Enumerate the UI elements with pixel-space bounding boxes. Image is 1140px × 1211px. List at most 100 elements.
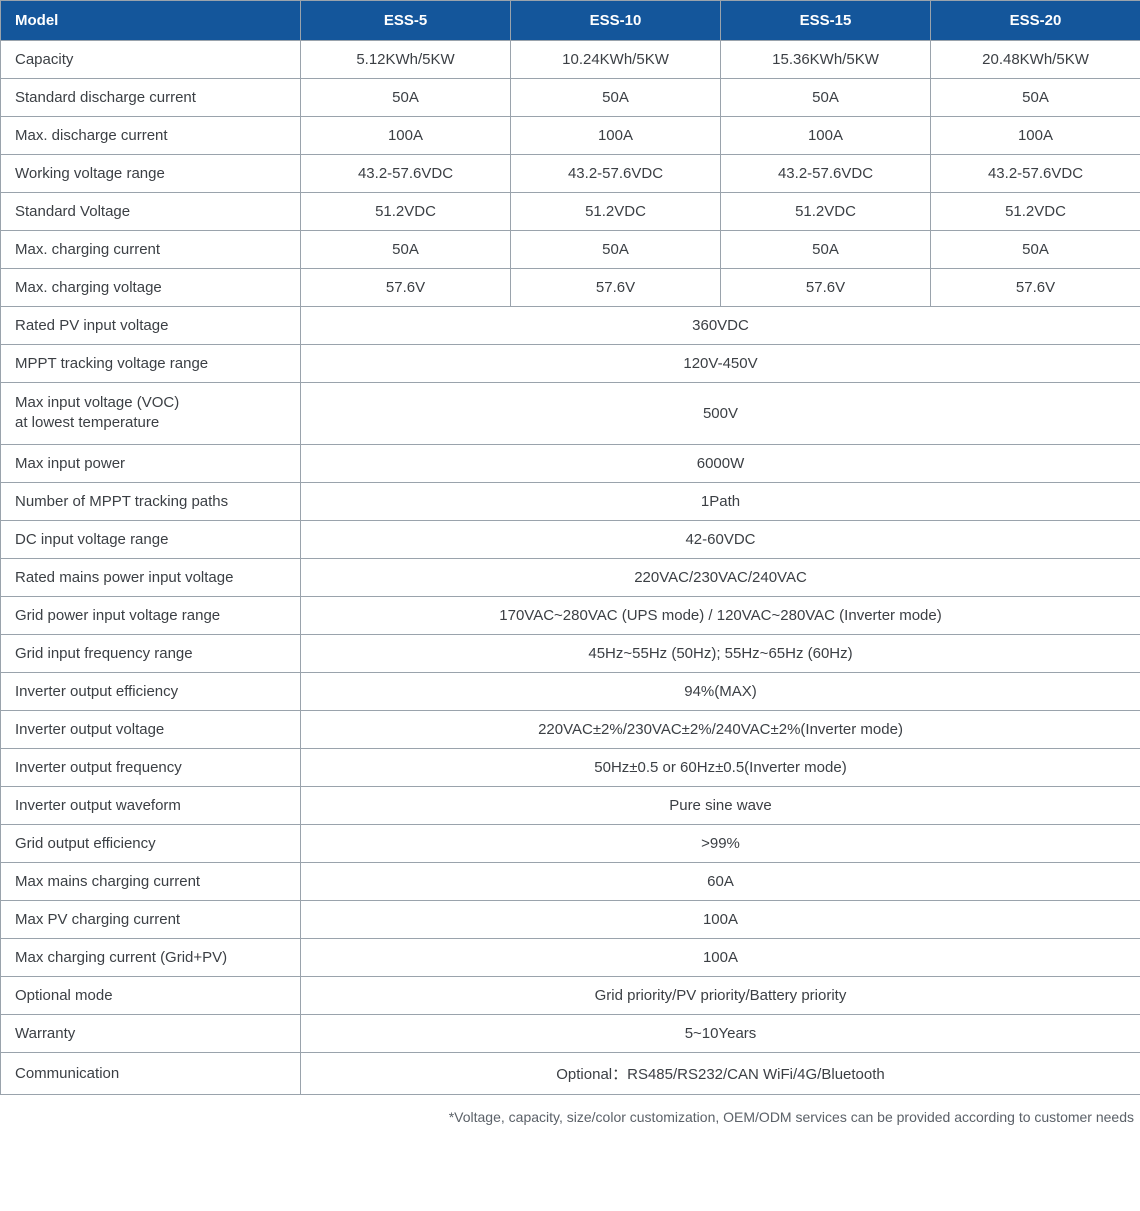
table-row: Optional modeGrid priority/PV priority/B…	[1, 976, 1140, 1014]
row-value-merged: 60A	[301, 862, 1140, 900]
table-row: Working voltage range43.2-57.6VDC43.2-57…	[1, 155, 1140, 193]
row-label: Optional mode	[1, 976, 301, 1014]
table-row: Rated mains power input voltage220VAC/23…	[1, 558, 1140, 596]
table-row: Max. charging current50A50A50A50A	[1, 231, 1140, 269]
row-value: 51.2VDC	[931, 193, 1140, 231]
row-value: 43.2-57.6VDC	[931, 155, 1140, 193]
row-label: MPPT tracking voltage range	[1, 345, 301, 383]
row-value-merged: 100A	[301, 938, 1140, 976]
row-label: Max. charging voltage	[1, 269, 301, 307]
table-row: Max PV charging current100A	[1, 900, 1140, 938]
row-value: 43.2-57.6VDC	[301, 155, 511, 193]
row-label: Max. discharge current	[1, 117, 301, 155]
row-value: 100A	[721, 117, 931, 155]
row-value: 50A	[301, 79, 511, 117]
row-value-merged: 94%(MAX)	[301, 672, 1140, 710]
table-row: Number of MPPT tracking paths1Path	[1, 482, 1140, 520]
table-row: Max. charging voltage57.6V57.6V57.6V57.6…	[1, 269, 1140, 307]
row-value-merged: 42-60VDC	[301, 520, 1140, 558]
row-label: Standard discharge current	[1, 79, 301, 117]
row-value: 57.6V	[301, 269, 511, 307]
footnote: *Voltage, capacity, size/color customiza…	[0, 1095, 1140, 1125]
row-label: Number of MPPT tracking paths	[1, 482, 301, 520]
row-label: Rated PV input voltage	[1, 307, 301, 345]
row-label: Inverter output waveform	[1, 786, 301, 824]
table-row: Grid input frequency range45Hz~55Hz (50H…	[1, 634, 1140, 672]
row-value-merged: 50Hz±0.5 or 60Hz±0.5(Inverter mode)	[301, 748, 1140, 786]
row-value: 50A	[511, 79, 721, 117]
spec-table: Model ESS-5 ESS-10 ESS-15 ESS-20 Capacit…	[0, 0, 1140, 1095]
row-label: Working voltage range	[1, 155, 301, 193]
row-label: Warranty	[1, 1014, 301, 1052]
row-value-merged: 45Hz~55Hz (50Hz); 55Hz~65Hz (60Hz)	[301, 634, 1140, 672]
table-row: Grid output efficiency>99%	[1, 824, 1140, 862]
table-row: Grid power input voltage range170VAC~280…	[1, 596, 1140, 634]
table-row: Standard Voltage51.2VDC51.2VDC51.2VDC51.…	[1, 193, 1140, 231]
table-row: Capacity5.12KWh/5KW10.24KWh/5KW15.36KWh/…	[1, 41, 1140, 79]
row-value: 43.2-57.6VDC	[721, 155, 931, 193]
table-row: CommunicationOptional：RS485/RS232/CAN Wi…	[1, 1052, 1140, 1094]
row-value: 51.2VDC	[511, 193, 721, 231]
row-value: 57.6V	[931, 269, 1140, 307]
row-label: Max charging current (Grid+PV)	[1, 938, 301, 976]
row-value: 50A	[511, 231, 721, 269]
header-model-2: ESS-15	[721, 1, 931, 41]
row-label: Max input power	[1, 444, 301, 482]
row-value: 5.12KWh/5KW	[301, 41, 511, 79]
row-value: 50A	[301, 231, 511, 269]
table-row: Warranty5~10Years	[1, 1014, 1140, 1052]
header-model-0: ESS-5	[301, 1, 511, 41]
row-label: Communication	[1, 1052, 301, 1094]
row-value-merged: 360VDC	[301, 307, 1140, 345]
row-value-merged: 220VAC/230VAC/240VAC	[301, 558, 1140, 596]
table-row: DC input voltage range42-60VDC	[1, 520, 1140, 558]
row-value-merged: 5~10Years	[301, 1014, 1140, 1052]
row-value-merged: 170VAC~280VAC (UPS mode) / 120VAC~280VAC…	[301, 596, 1140, 634]
row-value: 100A	[931, 117, 1140, 155]
table-row: Inverter output efficiency94%(MAX)	[1, 672, 1140, 710]
row-label: Max PV charging current	[1, 900, 301, 938]
row-value: 50A	[721, 231, 931, 269]
row-value-merged: >99%	[301, 824, 1140, 862]
row-value-merged: Pure sine wave	[301, 786, 1140, 824]
table-row: Max input power6000W	[1, 444, 1140, 482]
table-row: Inverter output waveformPure sine wave	[1, 786, 1140, 824]
row-label: Grid input frequency range	[1, 634, 301, 672]
row-label: DC input voltage range	[1, 520, 301, 558]
row-value: 51.2VDC	[721, 193, 931, 231]
table-row: Max. discharge current100A100A100A100A	[1, 117, 1140, 155]
row-label: Inverter output frequency	[1, 748, 301, 786]
table-header: Model ESS-5 ESS-10 ESS-15 ESS-20	[1, 1, 1140, 41]
row-value: 100A	[301, 117, 511, 155]
row-value-merged: 100A	[301, 900, 1140, 938]
table-row: MPPT tracking voltage range120V-450V	[1, 345, 1140, 383]
row-value-merged: Optional：RS485/RS232/CAN WiFi/4G/Bluetoo…	[301, 1052, 1140, 1094]
row-value: 20.48KWh/5KW	[931, 41, 1140, 79]
row-value-merged: 6000W	[301, 444, 1140, 482]
row-value: 50A	[721, 79, 931, 117]
row-value: 43.2-57.6VDC	[511, 155, 721, 193]
row-value-merged: Grid priority/PV priority/Battery priori…	[301, 976, 1140, 1014]
header-label: Model	[1, 1, 301, 41]
row-value: 100A	[511, 117, 721, 155]
row-label: Grid power input voltage range	[1, 596, 301, 634]
row-label: Grid output efficiency	[1, 824, 301, 862]
table-row: Max input voltage (VOC)at lowest tempera…	[1, 383, 1140, 445]
table-row: Standard discharge current50A50A50A50A	[1, 79, 1140, 117]
row-label: Max input voltage (VOC)at lowest tempera…	[1, 383, 301, 445]
row-value: 50A	[931, 79, 1140, 117]
row-value: 57.6V	[511, 269, 721, 307]
table-row: Inverter output voltage220VAC±2%/230VAC±…	[1, 710, 1140, 748]
row-value: 57.6V	[721, 269, 931, 307]
row-value: 15.36KWh/5KW	[721, 41, 931, 79]
row-label: Capacity	[1, 41, 301, 79]
row-value-merged: 220VAC±2%/230VAC±2%/240VAC±2%(Inverter m…	[301, 710, 1140, 748]
row-value-merged: 500V	[301, 383, 1140, 445]
table-row: Inverter output frequency50Hz±0.5 or 60H…	[1, 748, 1140, 786]
row-value-merged: 1Path	[301, 482, 1140, 520]
row-value: 50A	[931, 231, 1140, 269]
row-value-merged: 120V-450V	[301, 345, 1140, 383]
row-label: Max. charging current	[1, 231, 301, 269]
row-value: 51.2VDC	[301, 193, 511, 231]
row-label: Inverter output efficiency	[1, 672, 301, 710]
